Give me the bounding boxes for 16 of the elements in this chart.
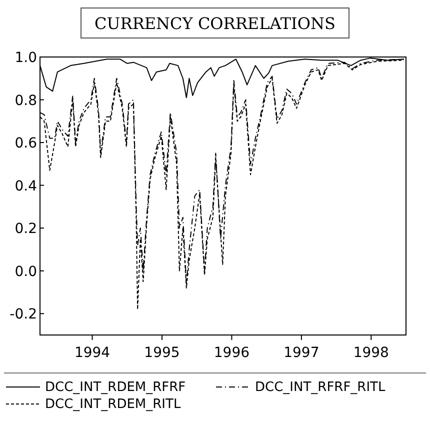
x-tick-label: 1994: [74, 345, 110, 361]
y-tick-label: 0.8: [14, 92, 37, 109]
y-tick-label: 1.0: [14, 50, 37, 66]
x-tick-label: 1996: [214, 345, 250, 361]
y-tick-label: 0.0: [14, 264, 37, 280]
chart-title: CURRENCY CORRELATIONS: [94, 14, 336, 33]
x-tick-label: 1995: [144, 345, 180, 361]
legend-label: DCC_INT_RDEM_RITL: [45, 397, 182, 412]
y-tick-label: 0.2: [14, 221, 37, 238]
y-tick-label: 0.6: [14, 136, 38, 152]
legend-label: DCC_INT_RFRF_RITL: [255, 380, 386, 395]
y-tick-label: 0.4: [14, 178, 38, 194]
legend-label: DCC_INT_RDEM_RFRF: [45, 380, 186, 395]
y-tick-label: -0.2: [10, 306, 37, 323]
x-tick-label: 1997: [284, 345, 320, 361]
x-tick-label: 1998: [353, 345, 389, 361]
